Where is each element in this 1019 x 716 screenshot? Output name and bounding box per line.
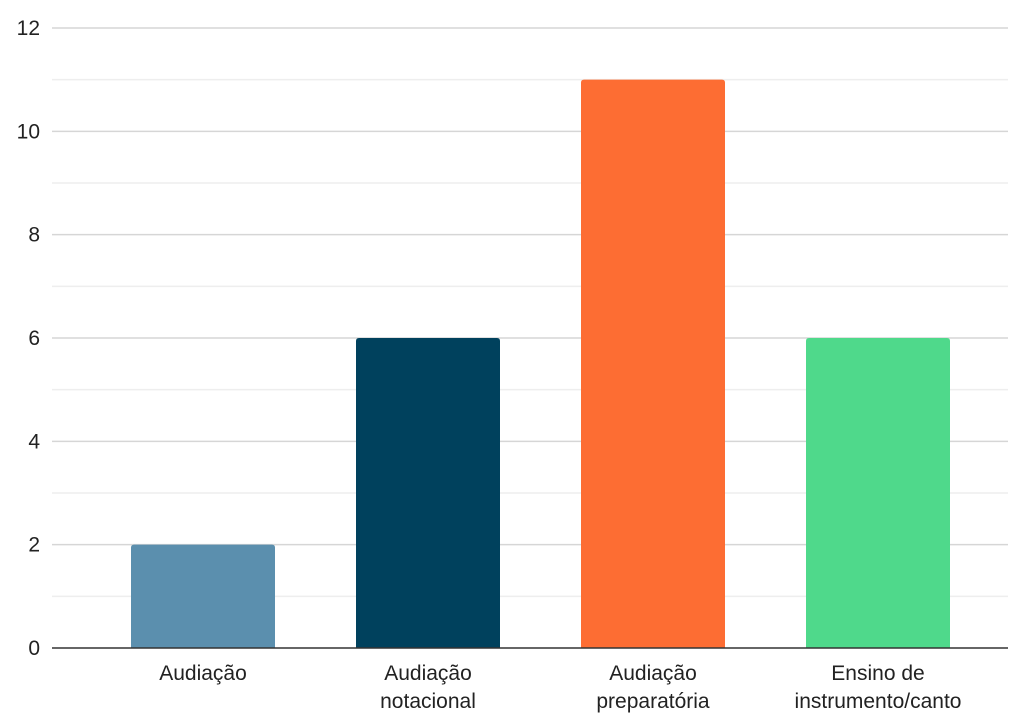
- bar: [131, 544, 275, 648]
- y-tick-label: 12: [17, 17, 40, 40]
- y-axis-tick-labels: 0 2 4 6 8 10 12: [17, 17, 41, 660]
- y-tick-label: 4: [28, 430, 40, 453]
- y-tick-label: 0: [28, 637, 40, 660]
- x-category-label: Audiação: [384, 662, 472, 685]
- x-category-label: instrumento/canto: [795, 690, 962, 713]
- x-category-label: Audiação: [609, 662, 697, 685]
- gridlines: [52, 27, 1008, 598]
- y-tick-label: 10: [17, 120, 40, 143]
- x-category-label: notacional: [380, 690, 476, 713]
- x-category-label: Audiação: [159, 662, 247, 685]
- bar: [356, 338, 500, 648]
- y-tick-label: 8: [28, 224, 40, 247]
- y-tick-label: 2: [28, 534, 40, 557]
- x-category-label: preparatória: [596, 690, 710, 713]
- bars: [131, 79, 950, 648]
- bar: [581, 79, 725, 648]
- y-tick-label: 6: [28, 327, 40, 350]
- x-axis-category-labels: Audiação Audiação notacional Audiação prepar…: [159, 662, 961, 713]
- x-category-label: Ensino de: [831, 662, 924, 685]
- bar: [806, 338, 950, 648]
